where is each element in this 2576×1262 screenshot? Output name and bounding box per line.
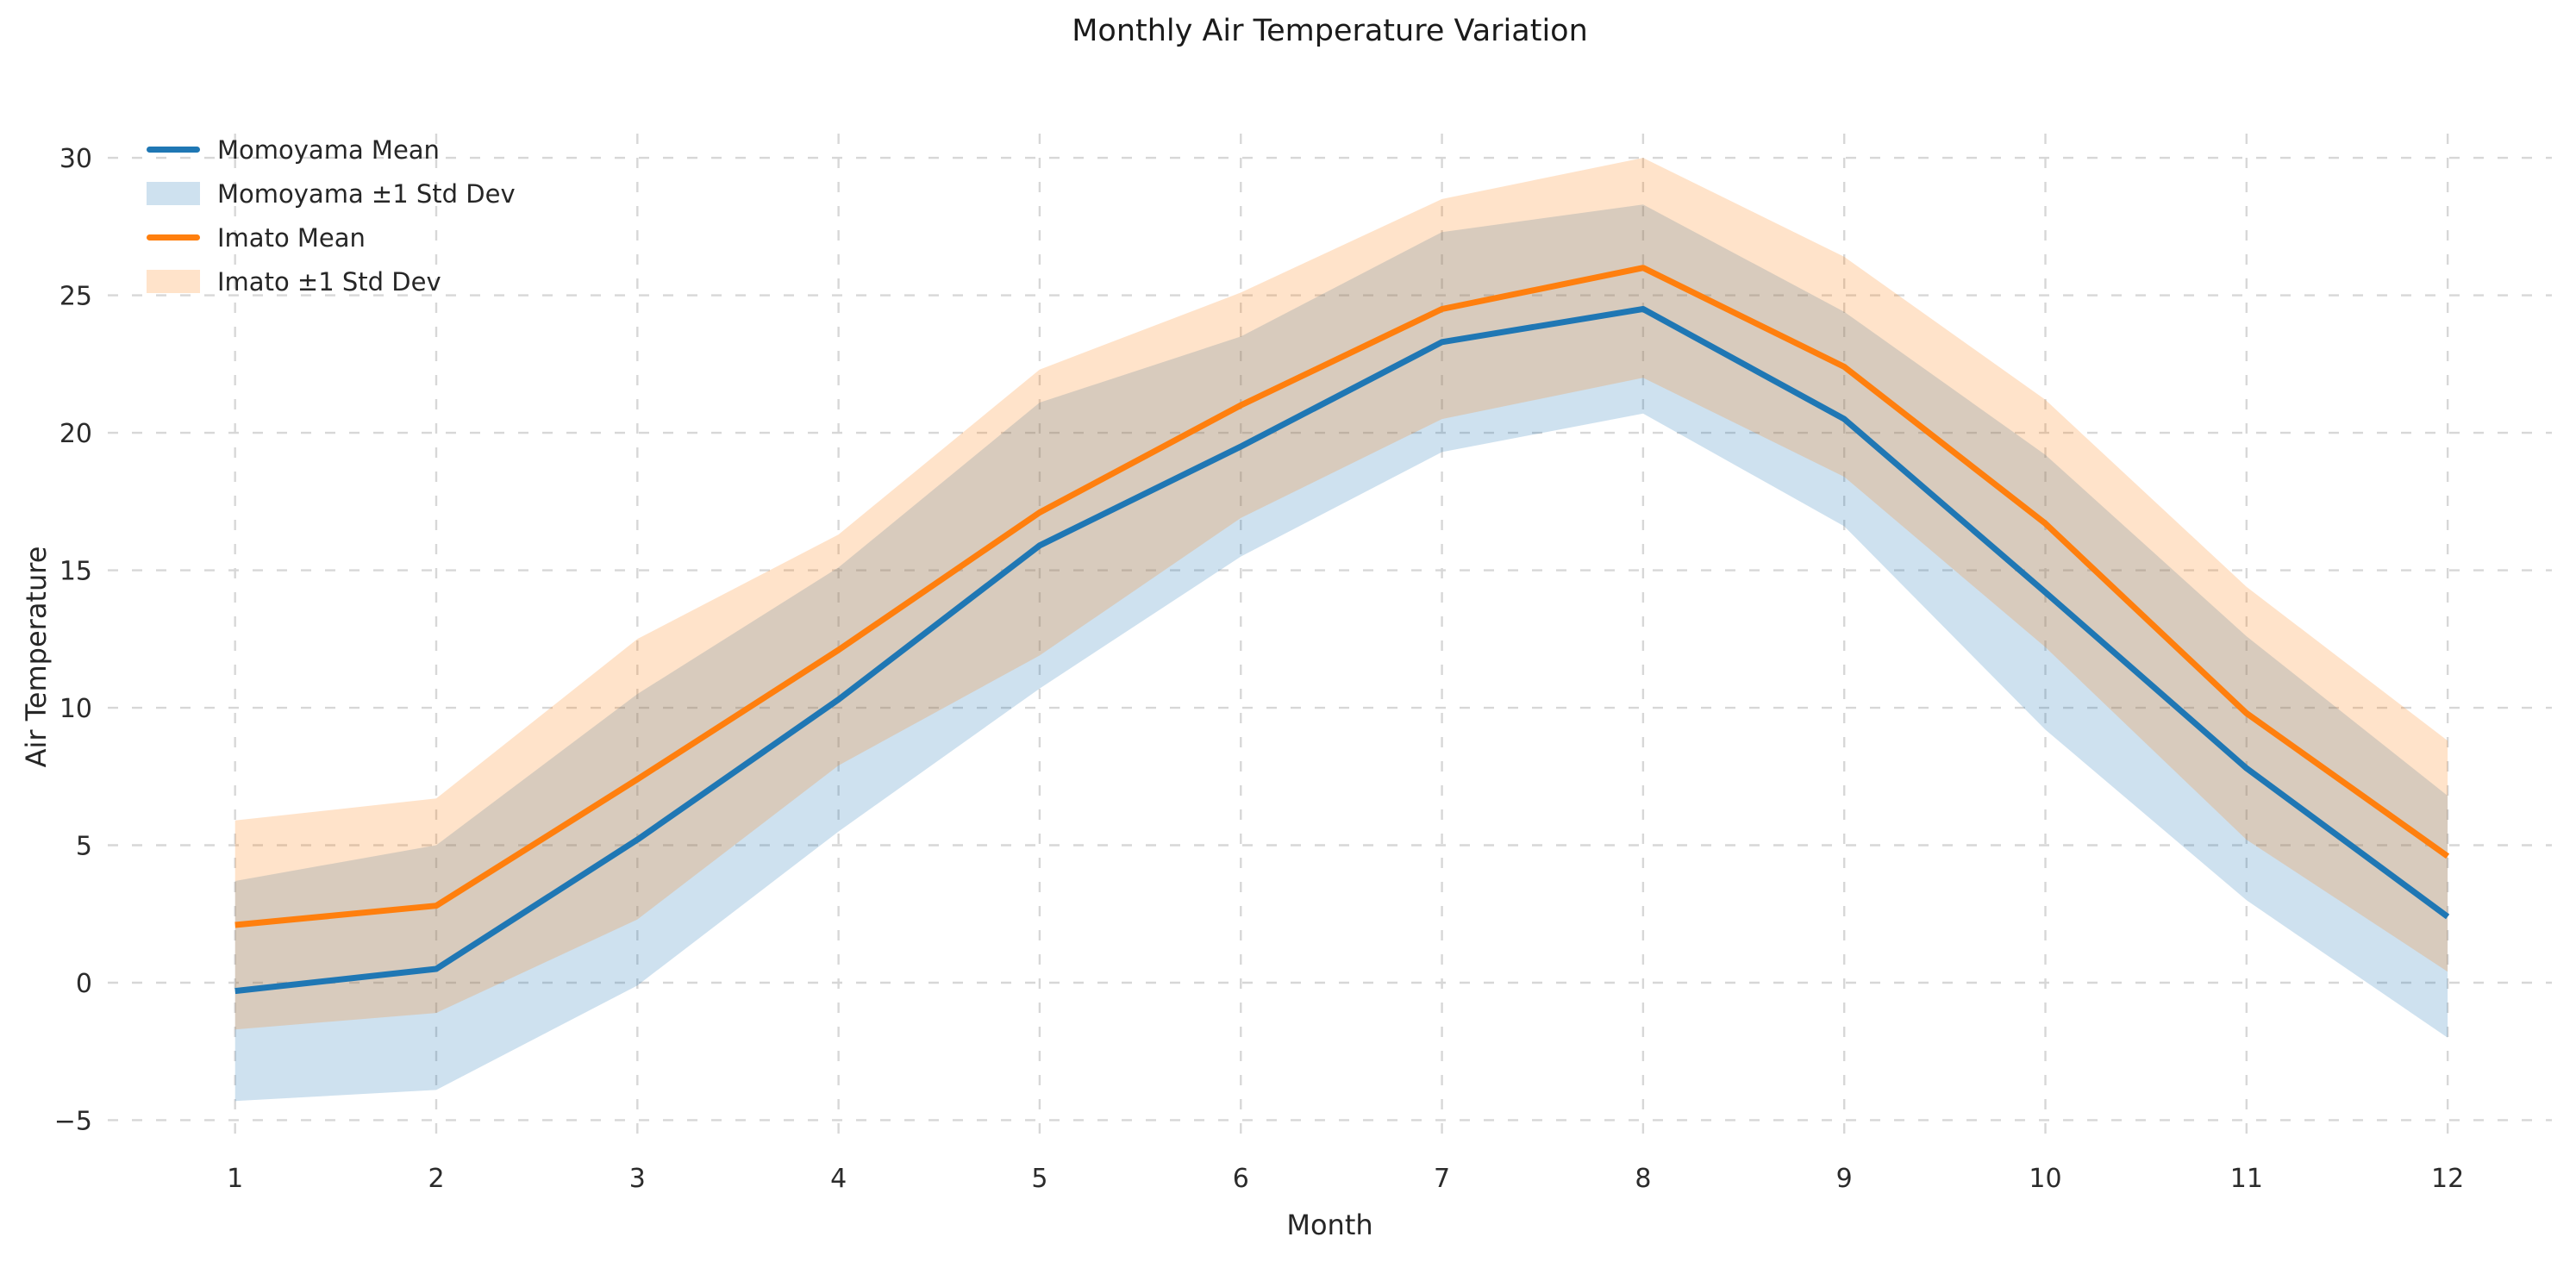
x-tick-label: 1 (227, 1164, 243, 1194)
imato-std-band (234, 158, 2448, 1030)
y-tick-label: 0 (76, 969, 92, 999)
y-tick-label: 15 (59, 557, 92, 587)
legend-item-imato-mean: Imato Mean (147, 216, 516, 259)
x-tick-label: 6 (1233, 1164, 1249, 1194)
y-tick-label: 25 (59, 282, 92, 312)
legend-item-imato-band: Imato ±1 Std Dev (147, 259, 516, 303)
legend-label: Imato Mean (217, 222, 366, 253)
x-tick-label: 2 (428, 1164, 444, 1194)
legend: Momoyama Mean Momoyama ±1 Std Dev Imato … (147, 128, 516, 303)
x-tick-label: 4 (830, 1164, 847, 1194)
x-tick-label: 9 (1836, 1164, 1853, 1194)
y-tick-label: 20 (59, 419, 92, 449)
legend-line-swatch-imato (147, 234, 200, 241)
x-axis-label: Month (1286, 1209, 1373, 1241)
legend-item-momoyama-mean: Momoyama Mean (147, 128, 516, 172)
x-tick-label: 10 (2029, 1164, 2061, 1194)
x-tick-label: 7 (1434, 1164, 1450, 1194)
imato-mean-line (234, 265, 2450, 928)
y-tick-label: 10 (59, 694, 92, 724)
momoyama-std-band (234, 204, 2448, 1102)
legend-line-swatch-momoyama (147, 147, 200, 153)
legend-label: Momoyama ±1 Std Dev (217, 178, 516, 209)
x-tick-label: 12 (2431, 1164, 2464, 1194)
y-axis-label: Air Temperature (20, 546, 53, 768)
legend-band-swatch-imato (147, 270, 200, 293)
legend-band-swatch-momoyama (147, 182, 200, 205)
y-tick-label: 5 (76, 832, 92, 862)
legend-label: Imato ±1 Std Dev (217, 266, 441, 297)
legend-item-momoyama-band: Momoyama ±1 Std Dev (147, 172, 516, 216)
momoyama-mean-line (234, 306, 2450, 995)
x-tick-label: 11 (2230, 1164, 2263, 1194)
x-tick-label: 3 (629, 1164, 646, 1194)
chart-title: Monthly Air Temperature Variation (1072, 14, 1588, 48)
legend-label: Momoyama Mean (217, 134, 440, 165)
x-tick-label: 8 (1635, 1164, 1651, 1194)
y-tick-label: 30 (59, 144, 92, 174)
y-tick-label: −5 (54, 1106, 92, 1136)
x-tick-label: 5 (1031, 1164, 1047, 1194)
